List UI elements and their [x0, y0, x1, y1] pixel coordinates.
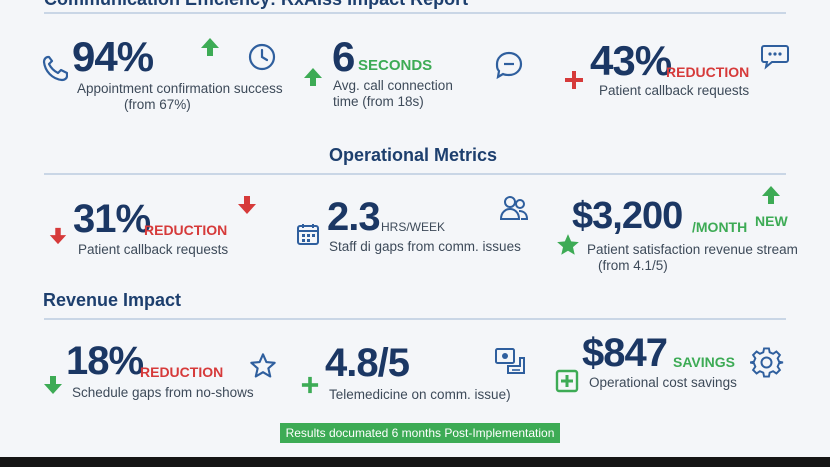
metric-unit: REDUCTION: [666, 64, 750, 80]
metric-desc: Staff di gaps from comm. issues: [329, 239, 521, 254]
calendar-icon: [297, 224, 319, 245]
clock-icon: [248, 43, 276, 71]
section-divider: [44, 173, 786, 175]
gear-icon: [750, 347, 784, 378]
metric-desc: Avg. call connection: [333, 78, 453, 93]
footer-badge: Results documated 6 months Post-Implemen…: [280, 423, 560, 443]
metric-unit: /MONTH: [692, 219, 748, 235]
arrow-up-icon: [762, 186, 780, 204]
metric-desc: Patient callback requests: [78, 242, 229, 257]
plus-icon: [301, 376, 319, 394]
metric-unit: SAVINGS: [673, 354, 735, 370]
users-icon: [499, 196, 529, 220]
section-divider: [44, 318, 786, 320]
metric-value: 6: [332, 33, 355, 80]
metric-desc-sub: time (from 18s): [333, 94, 424, 109]
arrow-up-icon: [201, 38, 219, 56]
speech-bubble-icon: [761, 45, 789, 70]
plus-box-icon: [555, 369, 579, 393]
metric-value: 2.3: [327, 195, 381, 239]
phone-icon: [42, 55, 68, 82]
title-divider: [44, 12, 786, 14]
arrow-down-icon: [49, 227, 67, 245]
metric-desc-sub: (from 67%): [124, 97, 191, 112]
metric-desc: Patient satisfaction revenue stream: [587, 242, 798, 257]
metric-value: 94%: [72, 33, 154, 80]
metric-unit: SECONDS: [358, 57, 433, 74]
metric-desc: Schedule gaps from no-shows: [72, 385, 254, 400]
bottom-bar: [0, 457, 830, 467]
metric-value: 4.8/5: [325, 341, 410, 385]
metric-desc: Operational cost savings: [589, 375, 737, 390]
metric-desc: Telemedicine on comm. issue): [329, 387, 511, 402]
section-title-operational: Operational Metrics: [329, 145, 498, 165]
arrow-down-icon: [238, 196, 256, 214]
metric-value: $3,200: [572, 195, 683, 237]
metric-value: 31%: [73, 197, 151, 241]
arrow-up-icon: [304, 68, 322, 86]
metric-desc: Patient callback requests: [599, 83, 750, 98]
chat-bubble-icon: [495, 51, 523, 80]
arrow-down-icon: [44, 376, 62, 394]
report-title: Communication Efficiency: RxAIss Impact …: [44, 0, 468, 10]
metric-value: $847: [582, 331, 668, 375]
star-icon: [250, 353, 276, 378]
metric-desc: Appointment confirmation success: [77, 81, 283, 96]
metric-value: 43%: [590, 37, 672, 84]
metric-desc-sub: (from 4.1/5): [598, 258, 668, 273]
plus-icon: [565, 71, 583, 89]
new-badge: NEW: [755, 213, 788, 229]
metric-unit: REDUCTION: [140, 364, 224, 380]
metric-unit: HRS/WEEK: [381, 220, 446, 234]
star-icon: [557, 234, 579, 255]
section-title-revenue: Revenue Impact: [43, 290, 182, 310]
video-call-icon: [495, 348, 525, 374]
metric-unit: REDUCTION: [144, 222, 228, 238]
metric-value: 18%: [66, 339, 144, 383]
